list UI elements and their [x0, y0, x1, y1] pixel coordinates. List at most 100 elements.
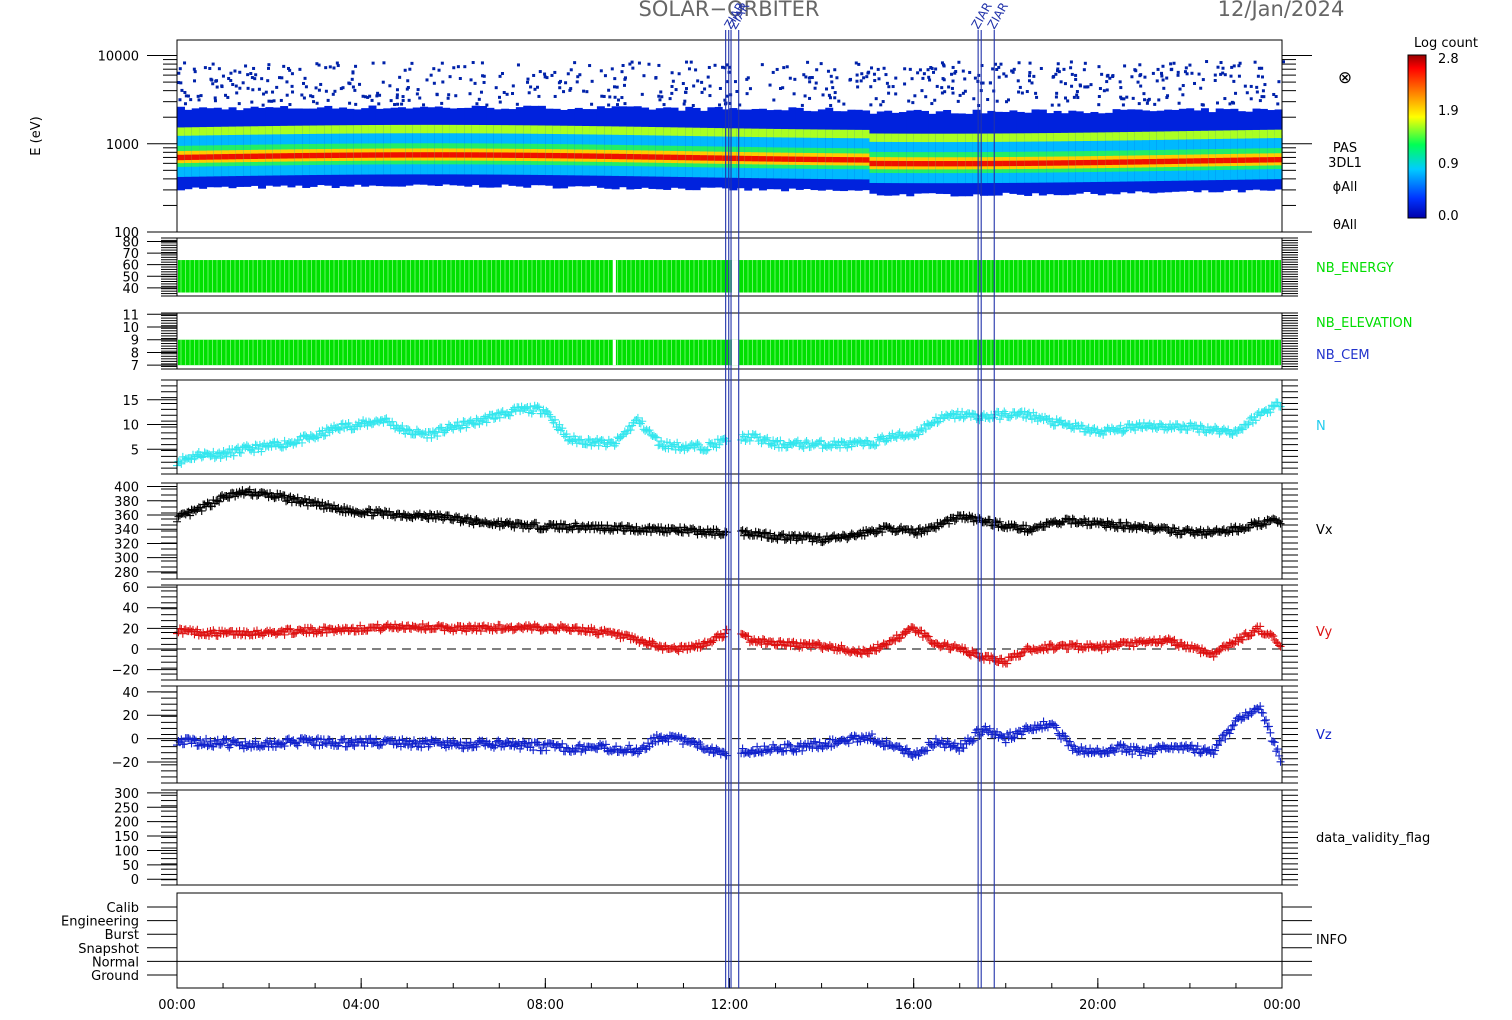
- y-tick-label: 400: [114, 481, 139, 496]
- spectrogram-speck: [550, 73, 554, 77]
- spectrogram-speck: [339, 87, 343, 91]
- spectrogram-cell: [825, 156, 834, 163]
- spectrogram-speck: [613, 95, 617, 99]
- spectrogram-speck: [333, 89, 337, 93]
- data-point: [453, 513, 462, 522]
- data-point: [652, 433, 661, 442]
- spectrogram-cell: [272, 125, 281, 135]
- data-point: [1183, 426, 1192, 435]
- spectrogram-cell: [1186, 158, 1195, 164]
- spectrogram-speck: [681, 82, 685, 86]
- data-point: [690, 443, 699, 452]
- spectrogram-speck: [1056, 62, 1060, 66]
- data-point: [364, 505, 373, 514]
- spectrogram-speck: [683, 99, 687, 103]
- spectrogram-speck: [590, 102, 594, 106]
- spectrogram-cell: [1016, 160, 1025, 167]
- spectrogram-cell: [1134, 131, 1143, 141]
- spectrogram-speck: [193, 70, 197, 74]
- data-point: [398, 422, 407, 431]
- spectrogram-speck: [1142, 92, 1146, 96]
- spectrogram-speck: [808, 80, 812, 84]
- spectrogram-speck: [682, 102, 686, 106]
- data-point: [1119, 427, 1128, 436]
- spectrogram-cell: [567, 153, 576, 159]
- spectrogram-speck: [1156, 67, 1160, 71]
- data-point: [347, 736, 356, 745]
- data-point: [575, 740, 584, 749]
- spectrogram-speck: [290, 72, 294, 76]
- data-point: [814, 638, 823, 647]
- spectrogram-speck: [723, 98, 727, 102]
- spectrogram-speck: [1228, 102, 1232, 106]
- y-tick-label: 40: [122, 282, 139, 297]
- spectrogram-speck: [942, 78, 946, 82]
- spectrogram-cell: [1193, 158, 1202, 164]
- spectrogram-speck: [977, 73, 981, 77]
- spectrogram-speck: [670, 71, 674, 75]
- spectrogram-speck: [302, 96, 306, 100]
- spectrogram-speck: [393, 103, 397, 107]
- spectrogram-speck: [1020, 91, 1024, 95]
- data-point: [295, 738, 304, 747]
- spectrogram-speck: [873, 79, 877, 83]
- spectrogram-speck: [416, 88, 420, 92]
- spectrogram-cell: [420, 152, 429, 158]
- spectrogram-cell: [353, 125, 362, 134]
- spectrogram-speck: [302, 81, 306, 85]
- spectrogram-speck: [291, 90, 295, 94]
- data-point: [696, 740, 705, 749]
- spectrogram-speck: [192, 67, 196, 71]
- spectrogram-speck: [954, 70, 958, 74]
- spectrogram-speck: [1200, 103, 1204, 107]
- spectrogram-speck: [855, 79, 859, 83]
- y-tick-label: 70: [122, 247, 139, 262]
- data-point: [551, 415, 560, 424]
- spectrogram-speck: [418, 96, 422, 100]
- spectrogram-speck: [910, 77, 914, 81]
- spectrogram-speck: [1249, 97, 1253, 101]
- band-gap: [612, 260, 616, 293]
- data-point: [558, 739, 567, 748]
- spectrogram-speck: [1199, 86, 1203, 90]
- spectrogram-speck: [275, 85, 279, 89]
- spectrogram-speck: [1188, 63, 1192, 67]
- spectrogram-cell: [1178, 131, 1187, 140]
- spectrogram-speck: [267, 99, 271, 103]
- y-tick-label: 40: [122, 602, 139, 617]
- spectrogram-speck: [612, 85, 616, 89]
- spectrogram-speck: [285, 93, 289, 97]
- spectrogram-speck: [1181, 93, 1185, 97]
- spectrogram-speck: [862, 76, 866, 80]
- spectrogram-cell: [1252, 157, 1261, 163]
- spectrogram-speck: [933, 98, 937, 102]
- spectrogram-cell: [405, 152, 414, 158]
- spectrogram-cell: [965, 133, 974, 143]
- spectrogram-cell: [957, 160, 966, 167]
- spectrogram-speck: [1177, 101, 1181, 105]
- data-point: [622, 747, 631, 756]
- spectrogram-cell: [1061, 132, 1069, 142]
- spectrogram-speck: [1120, 97, 1124, 101]
- spectrogram-speck: [972, 97, 976, 101]
- spectrogram-speck: [270, 99, 274, 103]
- data-point: [1046, 640, 1055, 649]
- spectrogram-cell: [1016, 133, 1025, 142]
- spectrogram-speck: [446, 96, 450, 100]
- spectrogram-speck: [981, 81, 985, 85]
- spectrogram-speck: [833, 68, 837, 72]
- spectrogram-speck: [647, 62, 651, 66]
- band-gap: [731, 260, 739, 293]
- spectrogram-cell: [928, 133, 937, 143]
- spectrogram-speck: [961, 69, 965, 73]
- data-point: [526, 402, 535, 411]
- data-point: [261, 738, 270, 747]
- spectrogram-cell: [1230, 130, 1239, 139]
- spectrogram-speck: [208, 66, 212, 70]
- data-point: [933, 418, 942, 427]
- spectrogram-cell: [501, 125, 510, 134]
- spectrogram-speck: [1017, 90, 1021, 94]
- spectrogram-speck: [588, 64, 592, 68]
- spectrogram-speck: [837, 99, 841, 103]
- spectrogram-cell: [486, 152, 495, 158]
